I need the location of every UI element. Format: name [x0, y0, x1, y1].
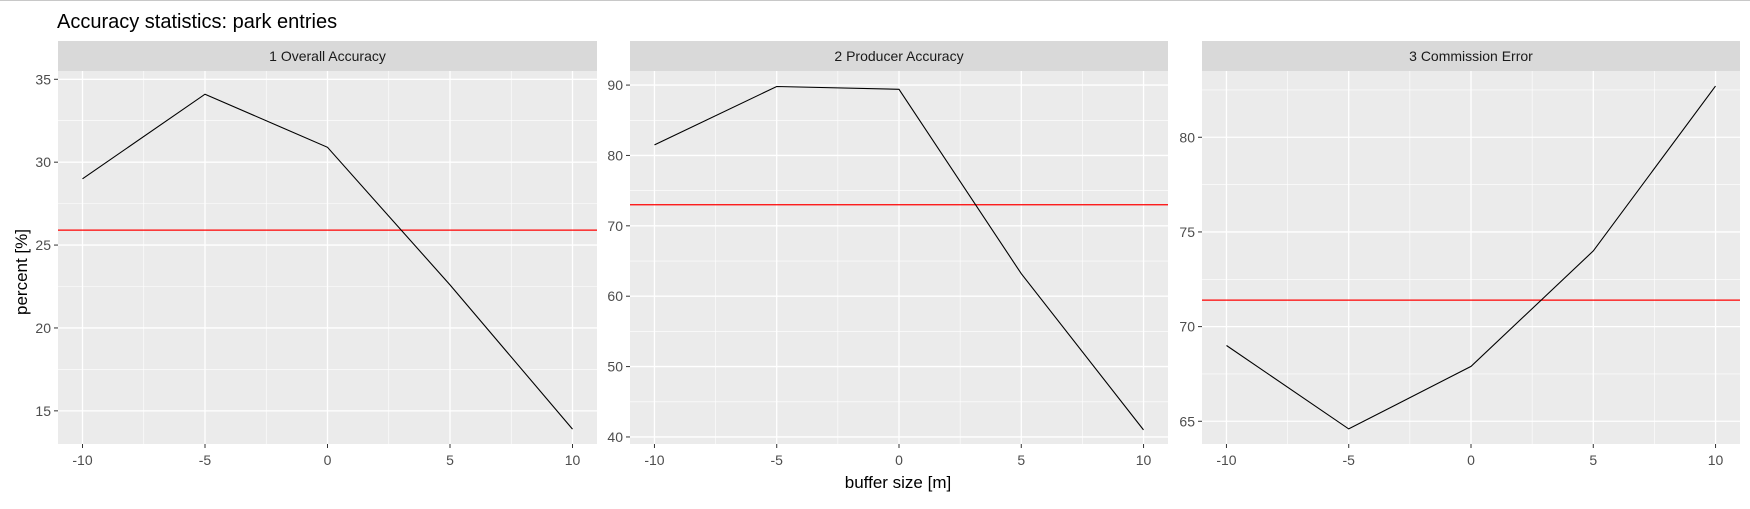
y-tick-label: 70 [607, 218, 623, 234]
series-line [1226, 85, 1716, 430]
x-tick-label: 5 [1589, 452, 1597, 468]
x-tick-label: 10 [1136, 452, 1152, 468]
x-tick-label: 0 [1467, 452, 1475, 468]
x-tick-label: -5 [771, 452, 784, 468]
x-tick-label: -5 [199, 452, 212, 468]
y-tick-label: 75 [1179, 224, 1195, 240]
y-axis-title: percent [%] [12, 229, 31, 315]
x-tick-label: 10 [1708, 452, 1724, 468]
x-tick-label: 5 [446, 452, 454, 468]
series-line [82, 93, 573, 430]
panel-2: 2 Producer Accuracy 40 50 60 70 80 90 -10 -5 0 5 10 [607, 41, 1168, 468]
y-tick-label: 20 [35, 320, 51, 336]
y-tick-label: 60 [607, 288, 623, 304]
y-tick-label: 65 [1179, 413, 1195, 429]
x-tick-label: 0 [895, 452, 903, 468]
y-tick-label: 80 [607, 147, 623, 163]
top-border [0, 0, 1750, 1]
strip-label: 1 Overall Accuracy [269, 48, 386, 64]
y-tick-label: 50 [607, 359, 623, 375]
x-tick-label: 10 [565, 452, 581, 468]
y-tick-label: 35 [35, 71, 51, 87]
y-tick-label: 90 [607, 77, 623, 93]
x-tick-label: -10 [1216, 452, 1236, 468]
strip-background [630, 41, 1168, 71]
strip-label: 3 Commission Error [1409, 48, 1533, 64]
y-tick-label: 25 [35, 237, 51, 253]
panel-3: 3 Commission Error 65 70 75 80 -10 -5 0 5 10 [1179, 41, 1740, 468]
y-tick-label: 30 [35, 154, 51, 170]
chart-title: Accuracy statistics: park entries [57, 11, 337, 33]
x-tick-label: -5 [1343, 452, 1356, 468]
y-tick-label: 40 [607, 429, 623, 445]
panel-1: 1 Overall Accuracy 15 20 25 30 35 -10 -5 0 5 10 [35, 41, 597, 468]
x-tick-label: 5 [1017, 452, 1025, 468]
strip-label: 2 Producer Accuracy [834, 48, 963, 64]
y-tick-label: 70 [1179, 319, 1195, 335]
y-tick-label: 80 [1179, 129, 1195, 145]
strip-background [1202, 41, 1740, 71]
strip-background [58, 41, 597, 71]
x-tick-label: -10 [644, 452, 664, 468]
x-tick-label: 0 [324, 452, 332, 468]
series-line [654, 85, 1144, 431]
y-tick-label: 15 [35, 403, 51, 419]
x-axis-title: buffer size [m] [845, 473, 951, 492]
x-tick-label: -10 [72, 452, 92, 468]
